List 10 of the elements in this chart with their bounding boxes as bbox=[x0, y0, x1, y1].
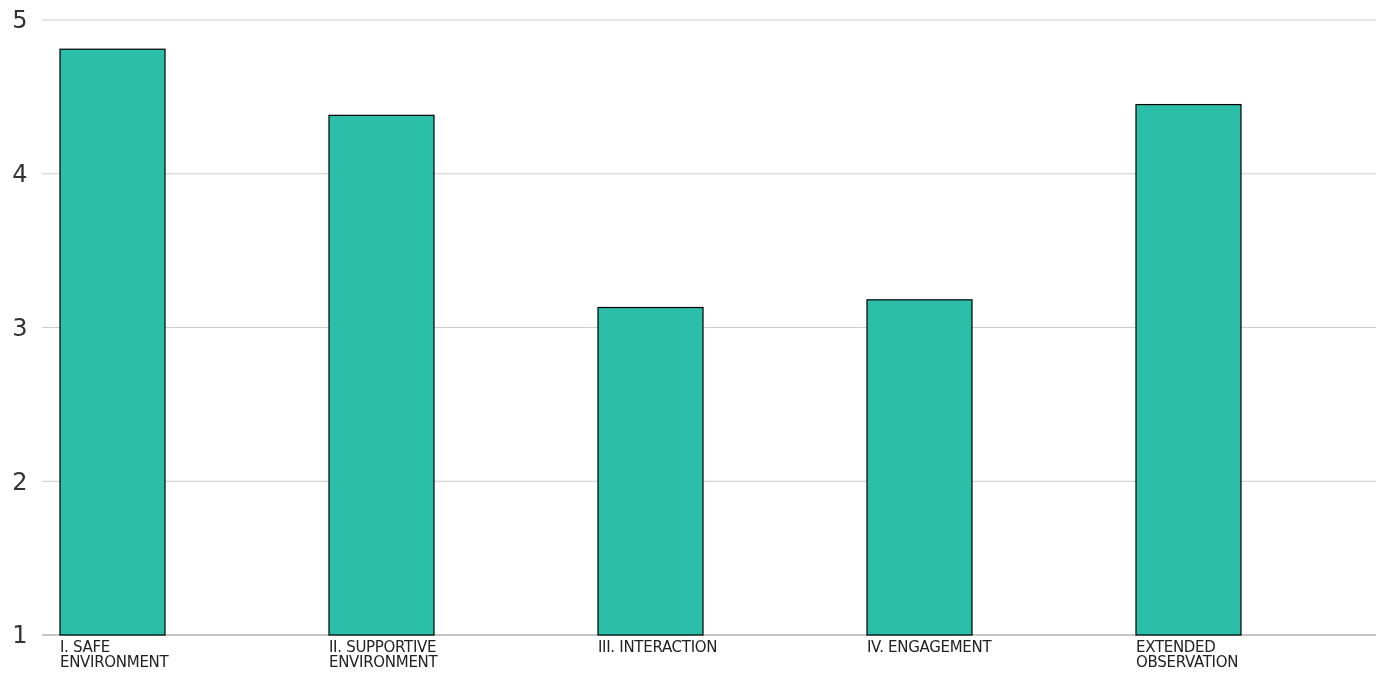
y-tick-label: 2 bbox=[12, 467, 28, 496]
x-tick-label: III. INTERACTION bbox=[598, 638, 718, 656]
x-tick-label: II. SUPPORTIVE ENVIRONMENT bbox=[329, 638, 439, 671]
x-tick-label: I. SAFE ENVIRONMENT bbox=[60, 638, 170, 671]
y-tick-label: 3 bbox=[12, 313, 28, 342]
y-tick-label: 1 bbox=[12, 621, 28, 650]
y-tick-label: 5 bbox=[12, 6, 28, 35]
x-tick-label: IV. ENGAGEMENT bbox=[867, 638, 993, 656]
y-tick-label: 4 bbox=[12, 160, 28, 189]
x-tick-label: EXTENDED OBSERVATION bbox=[1136, 638, 1239, 671]
